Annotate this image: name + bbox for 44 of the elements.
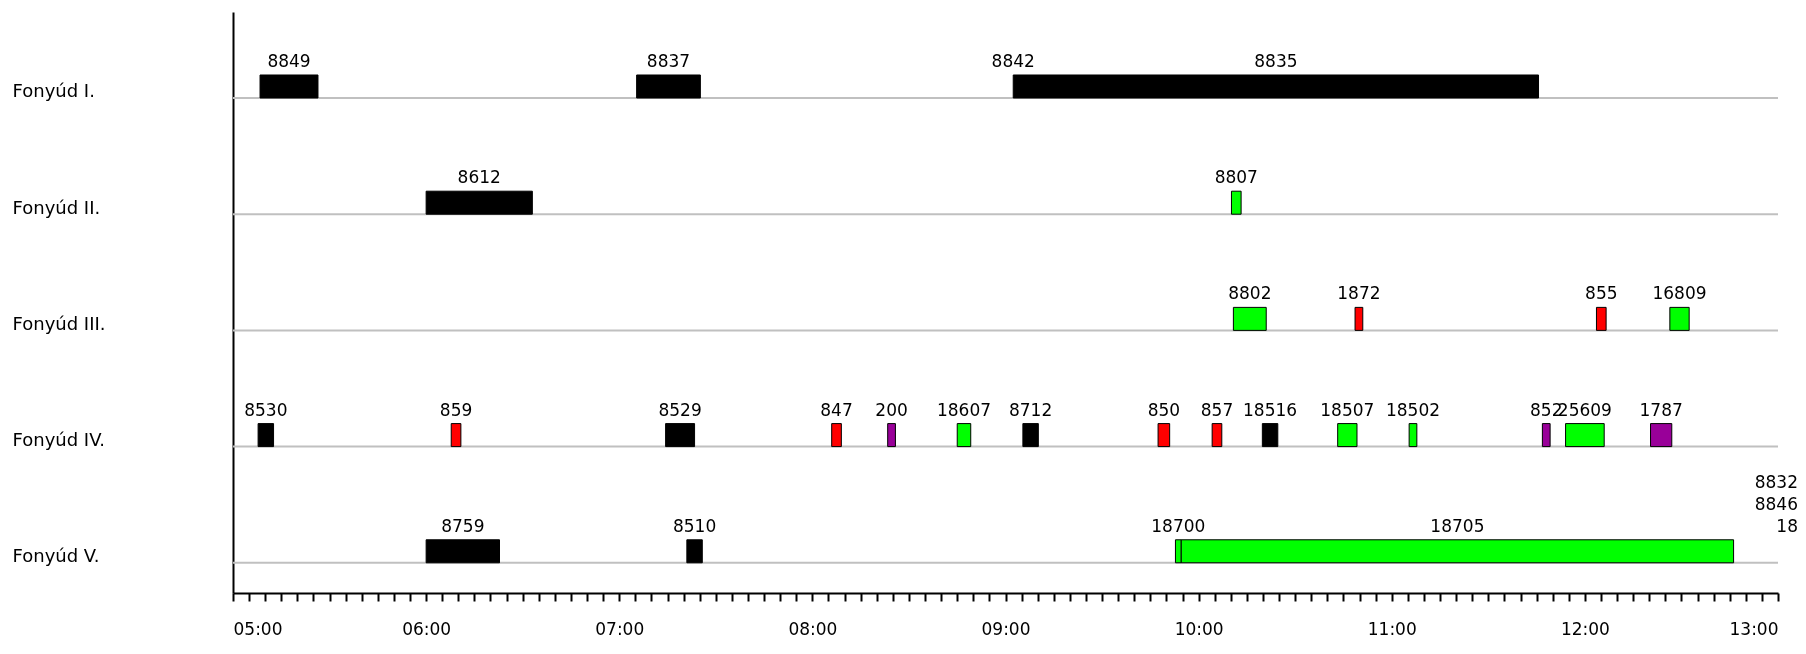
- series-label: 16809: [1652, 283, 1707, 304]
- series-label: 8510: [672, 515, 717, 536]
- annotation: 8846: [1754, 493, 1798, 514]
- series-label: 8802: [1228, 283, 1272, 304]
- x-tick-label: 11:00: [1367, 618, 1417, 639]
- y-tick-label: Fonyúd V.: [12, 545, 100, 567]
- series-label: 859: [439, 399, 473, 420]
- series-label: 18507: [1320, 399, 1375, 420]
- y-tick-label: Fonyúd IV.: [12, 429, 105, 451]
- series-label: 847: [820, 399, 853, 420]
- y-tick-label: Fonyúd I.: [12, 80, 95, 102]
- x-tick-label: 06:00: [402, 618, 452, 639]
- annotation: 18: [1776, 515, 1798, 536]
- y-tick-label: Fonyúd II.: [12, 196, 101, 218]
- series-label: 857: [1200, 399, 1234, 420]
- x-tick-label: 10:00: [1174, 618, 1224, 639]
- series-label: 8759: [441, 515, 485, 536]
- series-label: 18607: [936, 399, 992, 420]
- series-label: 8807: [1214, 167, 1258, 188]
- series-label: 855: [1585, 283, 1618, 304]
- series-label: 8849: [267, 50, 311, 71]
- series-label: 18516: [1243, 399, 1298, 420]
- series-label: 8837: [646, 50, 691, 71]
- series-label: 18700: [1151, 515, 1206, 536]
- x-tick-label: 07:00: [595, 618, 645, 639]
- annotation: 8842: [991, 50, 1035, 71]
- x-tick-label: 13:00: [1729, 618, 1779, 639]
- series-label: 1787: [1639, 399, 1683, 420]
- series-label: 8529: [658, 399, 702, 420]
- series-label: 8835: [1254, 50, 1298, 71]
- series-label: 200: [875, 399, 908, 420]
- x-tick-label: 05:00: [233, 618, 283, 639]
- series-label: 850: [1147, 399, 1181, 420]
- series-label: 8530: [244, 399, 288, 420]
- series-label: 8612: [457, 167, 501, 188]
- x-tick-label: 12:00: [1560, 618, 1610, 639]
- y-tick-label: Fonyúd III.: [12, 312, 106, 334]
- x-tick-label: 08:00: [788, 618, 838, 639]
- annotation: 8832: [1754, 471, 1798, 492]
- x-tick-label: 09:00: [981, 618, 1031, 639]
- series-label: 8712: [1008, 399, 1053, 420]
- series-label: 18705: [1430, 515, 1485, 536]
- series-label: 18502: [1385, 399, 1441, 420]
- series-label: 1872: [1337, 283, 1381, 304]
